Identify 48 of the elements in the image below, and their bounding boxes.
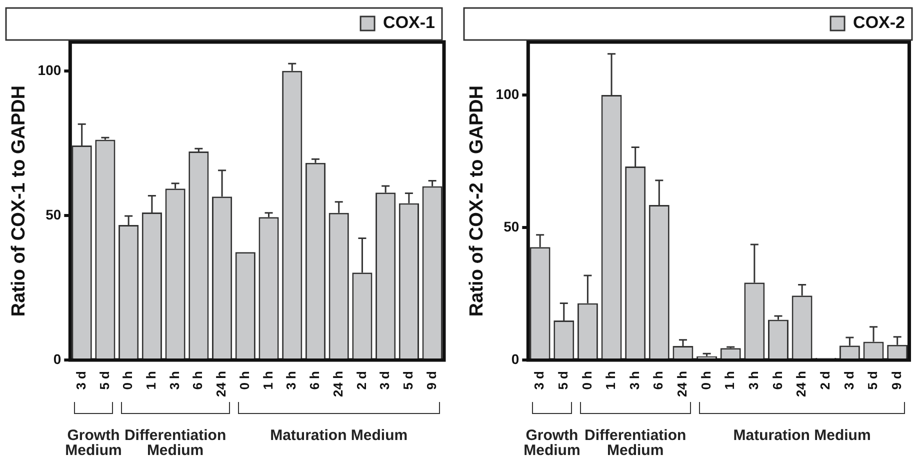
x-tick-label: 0 h <box>579 370 594 390</box>
x-tick-label: 1 h <box>260 370 276 390</box>
x-tick-label: 3 h <box>166 370 182 390</box>
legend-label: COX-1 <box>383 13 436 32</box>
x-tick-label: 6 h <box>650 370 666 390</box>
x-tick-label: 0 h <box>120 370 136 390</box>
x-tick-label: 6 h <box>307 370 322 390</box>
text: Maturation Medium <box>269 427 409 444</box>
y-tick-label: 100 <box>496 86 520 102</box>
x-tick-label: 0 h <box>698 370 714 390</box>
legend-label: COX-2 <box>853 13 906 32</box>
y-tick-label: 50 <box>46 206 62 222</box>
x-tick-label: 24 h <box>794 370 809 398</box>
x-tick-label: 9 d <box>888 370 904 390</box>
x-tick-label: 3 d <box>377 370 392 390</box>
x-tick-label: 2 d <box>354 370 369 390</box>
x-tick-label: 5 d <box>865 370 880 390</box>
x-tick-label: 3 d <box>532 370 547 390</box>
x-tick-label: 24 h <box>330 370 346 398</box>
x-tick-label: 3 d <box>841 370 856 390</box>
x-tick-label: 24 h <box>674 370 690 398</box>
x-tick-label: 9 d <box>424 370 439 390</box>
x-tick-label: 6 h <box>770 370 785 390</box>
x-tick-label: 3 h <box>746 370 762 390</box>
x-tick-label: 5 d <box>400 370 416 390</box>
text: Maturation Medium <box>732 427 872 444</box>
text: Growth Medium <box>65 427 122 459</box>
x-tick-label: 5 d <box>555 370 570 390</box>
x-tick-label: 3 h <box>284 370 299 390</box>
x-tick-label: 5 d <box>96 370 112 390</box>
x-tick-label: 0 h <box>236 370 252 390</box>
x-tick-label: 1 h <box>603 370 618 390</box>
y-axis-title: Ratio of COX-2 to GAPDH <box>466 85 488 317</box>
x-tick-label: 3 h <box>626 370 642 390</box>
text: Growth Medium <box>524 427 580 459</box>
y-axis-title: Ratio of COX-1 to GAPDH <box>8 85 30 317</box>
x-tick-label: 24 h <box>214 370 229 398</box>
x-tick-label: 1 h <box>722 370 738 390</box>
x-tick-label: 6 h <box>190 370 206 390</box>
y-tick-label: 50 <box>504 218 520 234</box>
text: Differentiation Medium <box>123 427 228 459</box>
x-tick-label: 2 d <box>817 370 832 390</box>
x-tick-label: 3 d <box>73 370 88 390</box>
y-tick-label: 0 <box>53 350 62 367</box>
x-tick-label: 1 h <box>144 370 159 390</box>
y-tick-label: 0 <box>511 350 520 367</box>
text: Differentiation Medium <box>583 427 688 459</box>
y-tick-label: 100 <box>38 62 62 78</box>
